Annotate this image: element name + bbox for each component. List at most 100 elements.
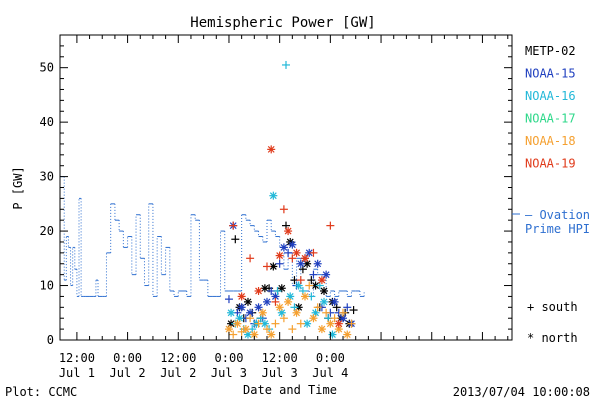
point-noaa-15 bbox=[275, 259, 284, 268]
y-tick-label: 20 bbox=[40, 224, 54, 238]
x-tick-label-date: Jul 3 bbox=[211, 366, 247, 380]
point-noaa-19 bbox=[326, 221, 335, 230]
point-noaa-19 bbox=[296, 276, 305, 285]
point-noaa-15 bbox=[279, 243, 288, 252]
point-metp-02 bbox=[320, 286, 329, 295]
x-tick-label-date: Jul 3 bbox=[262, 366, 298, 380]
y-tick-label: 10 bbox=[40, 279, 54, 293]
point-noaa-18 bbox=[233, 319, 242, 328]
y-tick-label: 30 bbox=[40, 170, 54, 184]
point-noaa-15 bbox=[284, 248, 293, 257]
point-noaa-18 bbox=[292, 308, 301, 317]
symbol-key-north: * north bbox=[527, 331, 578, 345]
point-noaa-18 bbox=[313, 303, 322, 312]
point-noaa-18 bbox=[241, 325, 250, 334]
y-tick-label: 0 bbox=[47, 333, 54, 347]
point-noaa-18 bbox=[347, 319, 356, 328]
point-noaa-16 bbox=[320, 297, 329, 306]
x-tick-label-date: Jul 4 bbox=[312, 366, 348, 380]
y-axis: 0 10 20 30 40 50 bbox=[40, 34, 512, 347]
point-noaa-18 bbox=[254, 319, 263, 328]
point-noaa-19 bbox=[279, 205, 288, 214]
footer-timestamp: 2013/07/04 10:00:08 bbox=[453, 385, 590, 399]
x-tick-label-time: 0:00 bbox=[215, 351, 244, 365]
y-axis-label: P [GW] bbox=[11, 166, 25, 209]
point-noaa-15 bbox=[309, 270, 318, 279]
point-noaa-18 bbox=[279, 314, 288, 323]
point-noaa-15 bbox=[343, 303, 352, 312]
point-noaa-18 bbox=[262, 325, 271, 334]
point-noaa-19 bbox=[267, 145, 276, 154]
legend-entry-noaa-15: NOAA-15 bbox=[525, 67, 576, 81]
point-noaa-19 bbox=[301, 254, 310, 263]
point-noaa-16 bbox=[227, 308, 236, 317]
x-tick-label-date: Jul 2 bbox=[160, 366, 196, 380]
legend-entry-metp-02: METP-02 bbox=[525, 44, 576, 58]
point-metp-02 bbox=[260, 284, 269, 293]
point-noaa-16 bbox=[294, 281, 303, 290]
point-noaa-16 bbox=[282, 60, 290, 69]
point-noaa-18 bbox=[258, 308, 267, 317]
point-noaa-19 bbox=[317, 276, 326, 285]
point-noaa-15 bbox=[313, 259, 322, 268]
point-noaa-18 bbox=[343, 330, 352, 339]
point-noaa-18 bbox=[330, 314, 339, 323]
point-metp-02 bbox=[243, 297, 252, 306]
symbol-key-south: + south bbox=[527, 300, 578, 314]
point-noaa-18 bbox=[288, 325, 297, 334]
point-noaa-18 bbox=[339, 308, 348, 317]
point-noaa-18 bbox=[317, 325, 326, 334]
y-tick-label: 50 bbox=[40, 61, 54, 75]
plot-frame bbox=[59, 34, 513, 341]
point-noaa-19 bbox=[288, 254, 297, 263]
point-noaa-19 bbox=[271, 297, 280, 306]
x-tick-label-date: Jul 2 bbox=[110, 366, 146, 380]
point-noaa-19 bbox=[275, 251, 284, 260]
point-noaa-15 bbox=[237, 303, 246, 312]
point-metp-02 bbox=[231, 235, 240, 244]
point-noaa-18 bbox=[246, 314, 255, 323]
x-tick-label-time: 12:00 bbox=[262, 351, 298, 365]
point-metp-02 bbox=[277, 284, 286, 293]
point-noaa-18 bbox=[284, 297, 293, 306]
point-noaa-15 bbox=[322, 270, 331, 279]
point-noaa-19 bbox=[262, 262, 271, 271]
point-noaa-19 bbox=[246, 254, 255, 263]
point-noaa-19 bbox=[229, 221, 238, 230]
point-noaa-15 bbox=[254, 303, 263, 312]
point-noaa-18 bbox=[322, 308, 331, 317]
x-axis-label: Date and Time bbox=[243, 383, 337, 397]
point-noaa-19 bbox=[237, 292, 246, 301]
point-metp-02 bbox=[349, 306, 358, 315]
point-noaa-18 bbox=[296, 319, 305, 328]
point-noaa-18 bbox=[224, 325, 233, 334]
ovation-legend: – Ovation Prime HPI bbox=[512, 208, 590, 236]
x-tick-label-time: 0:00 bbox=[113, 351, 142, 365]
point-noaa-16 bbox=[328, 330, 337, 339]
point-noaa-18 bbox=[275, 303, 284, 312]
point-noaa-19 bbox=[309, 248, 318, 257]
point-noaa-19 bbox=[254, 286, 263, 295]
legend-entry-noaa-18: NOAA-18 bbox=[525, 134, 576, 148]
point-metp-02 bbox=[307, 276, 316, 285]
point-noaa-15 bbox=[296, 259, 305, 268]
x-tick-label-time: 12:00 bbox=[59, 351, 95, 365]
chart-title: Hemispheric Power [GW] bbox=[190, 15, 375, 31]
point-noaa-16 bbox=[269, 191, 278, 200]
legend-entry-noaa-17: NOAA-17 bbox=[525, 112, 576, 126]
legend: METP-02 NOAA-15 NOAA-16 NOAA-17 NOAA-18 NOAA-… bbox=[525, 44, 576, 171]
legend-entry-noaa-19: NOAA-19 bbox=[525, 157, 576, 171]
point-noaa-18 bbox=[237, 327, 246, 336]
x-tick-label-date: Jul 1 bbox=[59, 366, 95, 380]
point-noaa-18 bbox=[267, 330, 276, 339]
point-noaa-18 bbox=[305, 281, 314, 290]
ovation-legend-line2: Prime HPI bbox=[525, 222, 590, 236]
satellite-points-group bbox=[224, 60, 358, 339]
point-noaa-18 bbox=[326, 319, 335, 328]
point-noaa-15 bbox=[288, 240, 297, 249]
symbol-key: + south * north bbox=[527, 300, 578, 345]
ovation-line-group bbox=[60, 176, 365, 297]
x-tick-label-time: 0:00 bbox=[316, 351, 345, 365]
